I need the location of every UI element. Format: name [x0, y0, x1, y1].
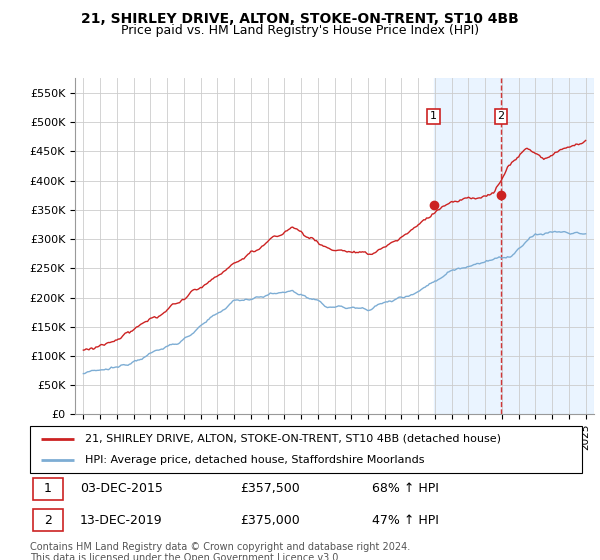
FancyBboxPatch shape: [33, 478, 63, 500]
FancyBboxPatch shape: [30, 426, 582, 473]
Text: Price paid vs. HM Land Registry's House Price Index (HPI): Price paid vs. HM Land Registry's House …: [121, 24, 479, 37]
Text: 2: 2: [44, 514, 52, 526]
Text: 1: 1: [44, 482, 52, 496]
Text: 2: 2: [497, 111, 505, 122]
Text: 68% ↑ HPI: 68% ↑ HPI: [372, 482, 439, 496]
Text: 47% ↑ HPI: 47% ↑ HPI: [372, 514, 439, 526]
Text: £357,500: £357,500: [240, 482, 299, 496]
Text: 03-DEC-2015: 03-DEC-2015: [80, 482, 163, 496]
Text: HPI: Average price, detached house, Staffordshire Moorlands: HPI: Average price, detached house, Staf…: [85, 455, 425, 465]
FancyBboxPatch shape: [33, 509, 63, 531]
Text: 13-DEC-2019: 13-DEC-2019: [80, 514, 163, 526]
Text: Contains HM Land Registry data © Crown copyright and database right 2024.
This d: Contains HM Land Registry data © Crown c…: [30, 542, 410, 560]
Text: £375,000: £375,000: [240, 514, 299, 526]
Bar: [434, 78, 594, 414]
Text: 1: 1: [430, 111, 437, 122]
Text: 21, SHIRLEY DRIVE, ALTON, STOKE-ON-TRENT, ST10 4BB (detached house): 21, SHIRLEY DRIVE, ALTON, STOKE-ON-TRENT…: [85, 434, 501, 444]
Text: 21, SHIRLEY DRIVE, ALTON, STOKE-ON-TRENT, ST10 4BB: 21, SHIRLEY DRIVE, ALTON, STOKE-ON-TRENT…: [81, 12, 519, 26]
